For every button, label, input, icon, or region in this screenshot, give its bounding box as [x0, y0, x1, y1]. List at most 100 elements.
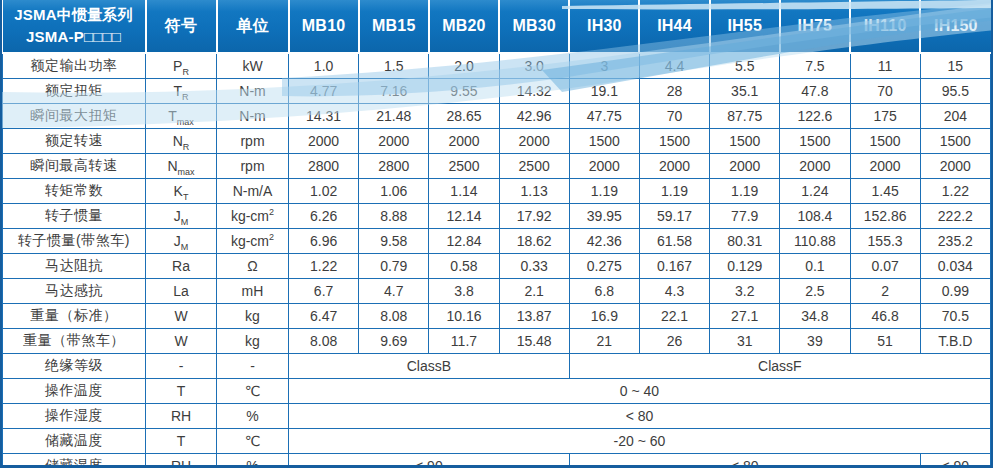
- row-symbol: JM: [146, 204, 217, 229]
- value-cell-ih30: 21: [569, 329, 639, 354]
- value-cell-mb15: 2800: [359, 154, 429, 179]
- value-cell-mb20: 2500: [429, 154, 499, 179]
- unit-column-header: 单位: [217, 0, 289, 53]
- row-unit: kW: [217, 53, 289, 79]
- value-cell-ih30: 1.19: [569, 179, 639, 204]
- value-cell-ih150: 15: [920, 53, 990, 79]
- value-cell-mb30: 42.96: [499, 104, 569, 129]
- span-value-cell: ClassF: [569, 354, 990, 379]
- model-header-ih30: IH30: [569, 0, 639, 53]
- series-title-cell: JSMA中惯量系列 JSMA-P□□□□: [3, 0, 146, 53]
- value-cell-ih30: 19.1: [569, 79, 639, 104]
- value-cell-mb20: 2.0: [429, 53, 499, 79]
- row-symbol: RH: [146, 454, 217, 468]
- value-cell-ih150: 222.2: [920, 204, 990, 229]
- value-cell-ih55: 3.2: [710, 279, 780, 304]
- value-cell-ih75: 108.4: [780, 204, 850, 229]
- value-cell-mb20: 12.84: [429, 229, 499, 254]
- value-cell-mb15: 9.69: [359, 329, 429, 354]
- row-label: 操作温度: [3, 379, 146, 404]
- model-header-ih150: IH150: [920, 0, 990, 53]
- row-label: 储藏湿度: [3, 454, 146, 468]
- value-cell-ih44: 1500: [639, 129, 709, 154]
- motor-spec-table-frame: JSMA中惯量系列 JSMA-P□□□□ 符号 单位 MB10MB15MB20M…: [0, 0, 993, 468]
- row-symbol: T: [146, 429, 217, 454]
- value-cell-ih44: 0.167: [639, 254, 709, 279]
- value-cell-ih75: 2.5: [780, 279, 850, 304]
- span-value-cell: < 80: [289, 404, 991, 429]
- span-value-cell: < 90: [920, 454, 990, 468]
- row-label: 额定转速: [3, 129, 146, 154]
- value-cell-ih55: 80.31: [710, 229, 780, 254]
- value-cell-ih110: 0.07: [850, 254, 920, 279]
- row-unit: ℃: [217, 379, 289, 404]
- value-cell-ih30: 0.275: [569, 254, 639, 279]
- value-cell-mb10: 1.22: [289, 254, 359, 279]
- value-cell-ih44: 4.3: [639, 279, 709, 304]
- table-row: 重量（带煞车）Wkg8.089.6911.715.482126313951T.B…: [3, 329, 991, 354]
- table-row: 瞬间最大扭矩TmaxN-m14.3121.4828.6542.9647.7570…: [3, 104, 991, 129]
- table-row: 操作湿度RH%< 80: [3, 404, 991, 429]
- value-cell-mb30: 3.0: [499, 53, 569, 79]
- value-cell-mb10: 6.7: [289, 279, 359, 304]
- value-cell-ih150: 235.2: [920, 229, 990, 254]
- row-unit: mH: [217, 279, 289, 304]
- value-cell-mb30: 15.48: [499, 329, 569, 354]
- series-title-line2: JSMA-P□□□□: [3, 26, 145, 48]
- model-header-ih110: IH110: [850, 0, 920, 53]
- value-cell-ih150: 204: [920, 104, 990, 129]
- row-symbol: TR: [146, 79, 217, 104]
- row-unit: N-m: [217, 104, 289, 129]
- table-row: 转子惯量(带煞车)JMkg-cm26.969.5812.8418.6242.36…: [3, 229, 991, 254]
- value-cell-mb10: 8.08: [289, 329, 359, 354]
- value-cell-ih30: 42.36: [569, 229, 639, 254]
- row-unit: kg-cm2: [217, 229, 289, 254]
- value-cell-ih150: 1.22: [920, 179, 990, 204]
- value-cell-ih30: 3: [569, 53, 639, 79]
- value-cell-ih150: 95.5: [920, 79, 990, 104]
- value-cell-mb15: 8.08: [359, 304, 429, 329]
- value-cell-mb30: 2.1: [499, 279, 569, 304]
- value-cell-ih75: 0.1: [780, 254, 850, 279]
- value-cell-mb20: 10.16: [429, 304, 499, 329]
- value-cell-ih110: 1500: [850, 129, 920, 154]
- value-cell-ih110: 51: [850, 329, 920, 354]
- value-cell-mb20: 2000: [429, 129, 499, 154]
- table-row: 重量（标准）Wkg6.478.0810.1613.8716.922.127.13…: [3, 304, 991, 329]
- row-symbol: W: [146, 329, 217, 354]
- model-header-mb20: MB20: [429, 0, 499, 53]
- value-cell-mb30: 18.62: [499, 229, 569, 254]
- row-unit: kg-cm2: [217, 204, 289, 229]
- model-header-mb10: MB10: [289, 0, 359, 53]
- value-cell-ih110: 2: [850, 279, 920, 304]
- value-cell-ih110: 70: [850, 79, 920, 104]
- value-cell-ih55: 2000: [710, 154, 780, 179]
- table-row: 额定转速NRrpm2000200020002000150015001500150…: [3, 129, 991, 154]
- row-symbol: PR: [146, 53, 217, 79]
- value-cell-mb15: 7.16: [359, 79, 429, 104]
- value-cell-ih150: 70.5: [920, 304, 990, 329]
- value-cell-ih55: 35.1: [710, 79, 780, 104]
- row-label: 绝缘等级: [3, 354, 146, 379]
- row-label: 转子惯量(带煞车): [3, 229, 146, 254]
- value-cell-ih44: 61.58: [639, 229, 709, 254]
- value-cell-ih75: 122.6: [780, 104, 850, 129]
- row-symbol: JM: [146, 229, 217, 254]
- value-cell-ih75: 110.88: [780, 229, 850, 254]
- row-label: 额定扭矩: [3, 79, 146, 104]
- span-value-cell: < 80: [569, 454, 920, 468]
- table-row: 瞬间最高转速Nmaxrpm280028002500250020002000200…: [3, 154, 991, 179]
- table-row: 额定扭矩TRN-m4.777.169.5514.3219.12835.147.8…: [3, 79, 991, 104]
- value-cell-ih55: 77.9: [710, 204, 780, 229]
- model-header-mb30: MB30: [499, 0, 569, 53]
- value-cell-mb10: 1.0: [289, 53, 359, 79]
- value-cell-ih55: 1500: [710, 129, 780, 154]
- table-row: 转矩常数KTN-m/A1.021.061.141.131.191.191.191…: [3, 179, 991, 204]
- row-label: 重量（标准）: [3, 304, 146, 329]
- value-cell-ih150: T.B.D: [920, 329, 990, 354]
- table-row: 操作温度T℃0 ~ 40: [3, 379, 991, 404]
- row-label: 储藏温度: [3, 429, 146, 454]
- table-row: 马达感抗LamH6.74.73.82.16.84.33.22.520.99: [3, 279, 991, 304]
- value-cell-ih110: 11: [850, 53, 920, 79]
- span-value-cell: < 90: [289, 454, 570, 468]
